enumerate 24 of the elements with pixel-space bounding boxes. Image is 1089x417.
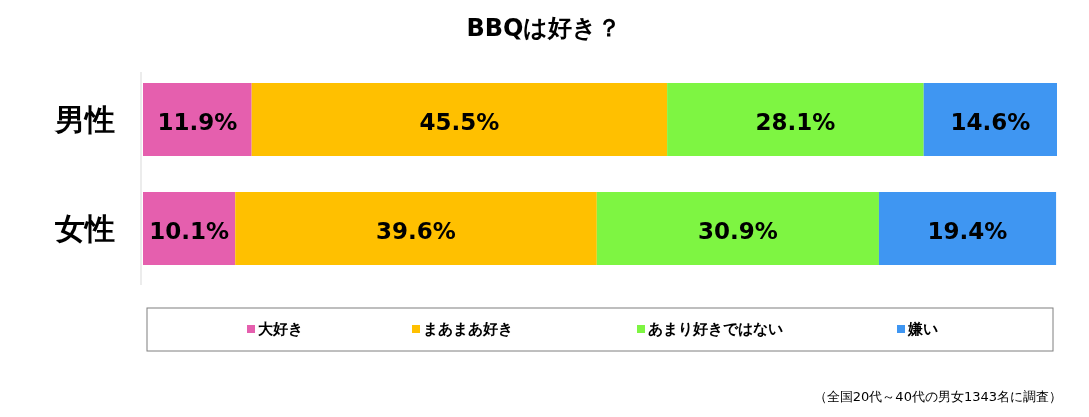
legend-label: 嫌い (907, 320, 938, 338)
bar (923, 83, 1057, 156)
data-label: 28.1% (755, 108, 836, 135)
y-tick-label: 男性 (54, 102, 115, 137)
bar (878, 192, 1057, 265)
text: （全国20代～40代の男女1343名に調査） (813, 388, 1062, 404)
bar (596, 192, 879, 265)
bar (235, 192, 597, 265)
data-label: 14.6% (950, 108, 1031, 135)
data-label: 19.4% (927, 217, 1008, 244)
bar (143, 83, 252, 156)
data-label: 10.1% (149, 217, 230, 244)
y-tick-label: 女性 (54, 211, 115, 246)
bar (667, 83, 924, 156)
data-label: 11.9% (157, 108, 238, 135)
legend-label: あまり好きではない (648, 320, 783, 338)
data-label: 45.5% (419, 108, 500, 135)
data-label: 39.6% (376, 217, 456, 244)
legend-label: まあまあ好き (423, 320, 513, 338)
legend-label: 大好き (258, 320, 303, 338)
bar (251, 83, 668, 156)
bar (143, 192, 236, 265)
data-label: 30.9% (697, 217, 778, 244)
chart-title: BBQは好き？ (466, 14, 622, 42)
